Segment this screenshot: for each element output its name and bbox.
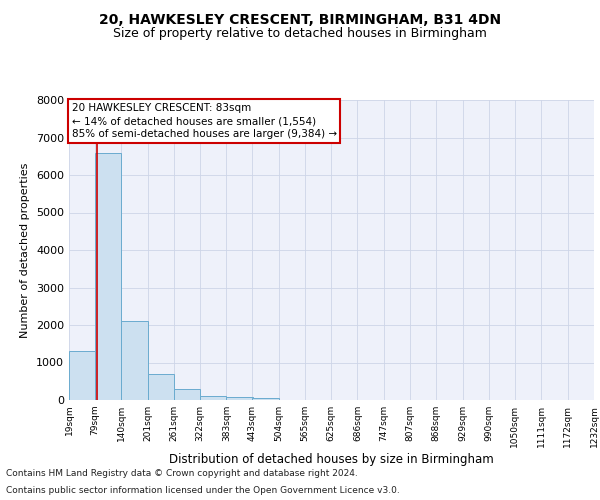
Bar xyxy=(69,351,95,400)
Bar xyxy=(173,389,200,400)
Bar xyxy=(253,398,279,400)
Text: 20, HAWKESLEY CRESCENT, BIRMINGHAM, B31 4DN: 20, HAWKESLEY CRESCENT, BIRMINGHAM, B31 … xyxy=(99,12,501,26)
Text: 20 HAWKESLEY CRESCENT: 83sqm
← 14% of detached houses are smaller (1,554)
85% of: 20 HAWKESLEY CRESCENT: 83sqm ← 14% of de… xyxy=(71,103,337,140)
Y-axis label: Number of detached properties: Number of detached properties xyxy=(20,162,31,338)
Bar xyxy=(95,152,121,400)
Text: Contains HM Land Registry data © Crown copyright and database right 2024.: Contains HM Land Registry data © Crown c… xyxy=(6,468,358,477)
Text: Contains public sector information licensed under the Open Government Licence v3: Contains public sector information licen… xyxy=(6,486,400,495)
Bar xyxy=(148,374,174,400)
Bar xyxy=(121,322,148,400)
Text: Size of property relative to detached houses in Birmingham: Size of property relative to detached ho… xyxy=(113,28,487,40)
X-axis label: Distribution of detached houses by size in Birmingham: Distribution of detached houses by size … xyxy=(169,452,494,466)
Bar xyxy=(226,397,253,400)
Bar xyxy=(200,396,226,400)
